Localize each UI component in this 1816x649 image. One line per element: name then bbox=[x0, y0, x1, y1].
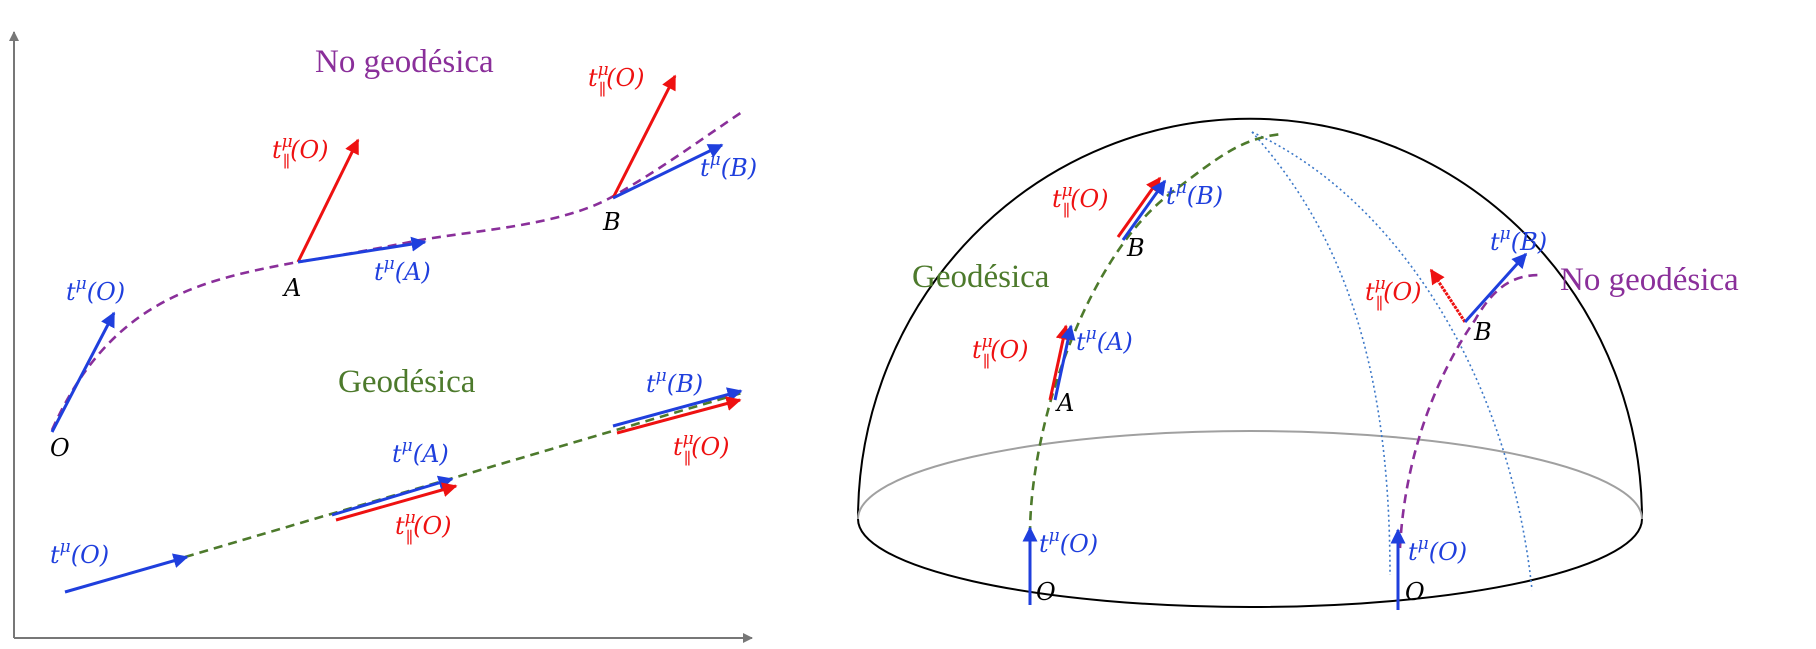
equator-back bbox=[857, 430, 1643, 520]
point-b-label: B bbox=[602, 208, 621, 236]
label-vec-o-geodesic: tμ(O) bbox=[50, 537, 109, 569]
equator-front bbox=[857, 518, 1643, 608]
label-par-b-geodesic: tμ ∥(O) bbox=[673, 429, 730, 468]
sphere-point-o-geodesic: O bbox=[1036, 578, 1056, 606]
sphere-label-vec-o-non-geodesic: tμ(O) bbox=[1408, 534, 1467, 566]
meridian-1 bbox=[1251, 131, 1391, 576]
sphere-vec-a bbox=[1053, 324, 1076, 401]
par-b-geodesic bbox=[616, 396, 742, 435]
sphere-vec-b bbox=[1121, 179, 1167, 241]
label-vec-a-geodesic: tμ(A) bbox=[392, 436, 449, 468]
point-a-label: A bbox=[282, 274, 301, 302]
sphere-par-b bbox=[1116, 176, 1162, 238]
vec-o-non-geodesic bbox=[50, 311, 116, 433]
par-a-geodesic bbox=[335, 482, 458, 522]
sphere-point-o-non-geodesic: O bbox=[1405, 578, 1425, 606]
par-a-non-geodesic bbox=[296, 138, 360, 263]
sphere-label-vec-b-non-geodesic: tμ(B) bbox=[1490, 224, 1547, 256]
point-o-label: O bbox=[50, 434, 70, 462]
label-vec-b-non-geodesic: tμ(B) bbox=[700, 150, 757, 182]
sphere-label-par-b: tμ ∥(O) bbox=[1052, 181, 1109, 220]
geodesic-meridian bbox=[1028, 132, 1283, 536]
label-par-b-non-geodesic: tμ ∥(O) bbox=[588, 60, 645, 99]
label-par-a-geodesic: tμ ∥(O) bbox=[395, 508, 452, 547]
sphere-vec-b-non-geodesic bbox=[1463, 252, 1528, 324]
sphere-label-vec-a: tμ(A) bbox=[1076, 324, 1133, 356]
title-non-geodesic: No geodésica bbox=[315, 44, 494, 80]
sphere-point-b: B bbox=[1126, 234, 1145, 262]
non-geodesic-curve-sphere bbox=[1398, 273, 1541, 549]
label-vec-o-non-geodesic: tμ(O) bbox=[66, 274, 125, 306]
sphere-point-b-non-geodesic: B bbox=[1473, 318, 1492, 346]
vec-b-non-geodesic bbox=[612, 143, 724, 200]
par-b-non-geodesic bbox=[611, 74, 677, 199]
label-vec-a-non-geodesic: tμ(A) bbox=[374, 254, 431, 286]
vec-a-non-geodesic bbox=[297, 236, 427, 264]
label-par-a-non-geodesic: tμ ∥(O) bbox=[272, 132, 329, 171]
sphere-title-non-geodesic: No geodésica bbox=[1560, 262, 1739, 298]
sphere-par-b-non-geodesic bbox=[1429, 268, 1467, 323]
sphere-label-vec-o-geodesic: tμ(O) bbox=[1039, 526, 1098, 558]
title-geodesic: Geodésica bbox=[338, 364, 476, 400]
vec-a-geodesic bbox=[331, 475, 454, 517]
left-panel: No geodésica Geodésica O A B tμ(O) tμ ∥(O… bbox=[9, 31, 757, 643]
vec-b-geodesic bbox=[612, 387, 743, 428]
sphere-label-vec-b: tμ(B) bbox=[1166, 178, 1223, 210]
sphere-point-a: A bbox=[1055, 389, 1074, 417]
geodesic-line bbox=[184, 390, 746, 559]
vec-o-geodesic bbox=[64, 553, 189, 594]
right-panel: Geodésica No geodésica O A B O B tμ(O) t… bbox=[857, 117, 1739, 610]
sphere-label-par-b-non-geodesic: tμ ∥(O) bbox=[1365, 274, 1422, 313]
label-vec-b-geodesic: tμ(B) bbox=[646, 366, 703, 398]
sphere-label-par-a: tμ ∥(O) bbox=[972, 332, 1029, 371]
sphere-title-geodesic: Geodésica bbox=[912, 259, 1050, 295]
hemisphere-dome bbox=[857, 117, 1643, 520]
meridian-2 bbox=[1251, 131, 1533, 591]
